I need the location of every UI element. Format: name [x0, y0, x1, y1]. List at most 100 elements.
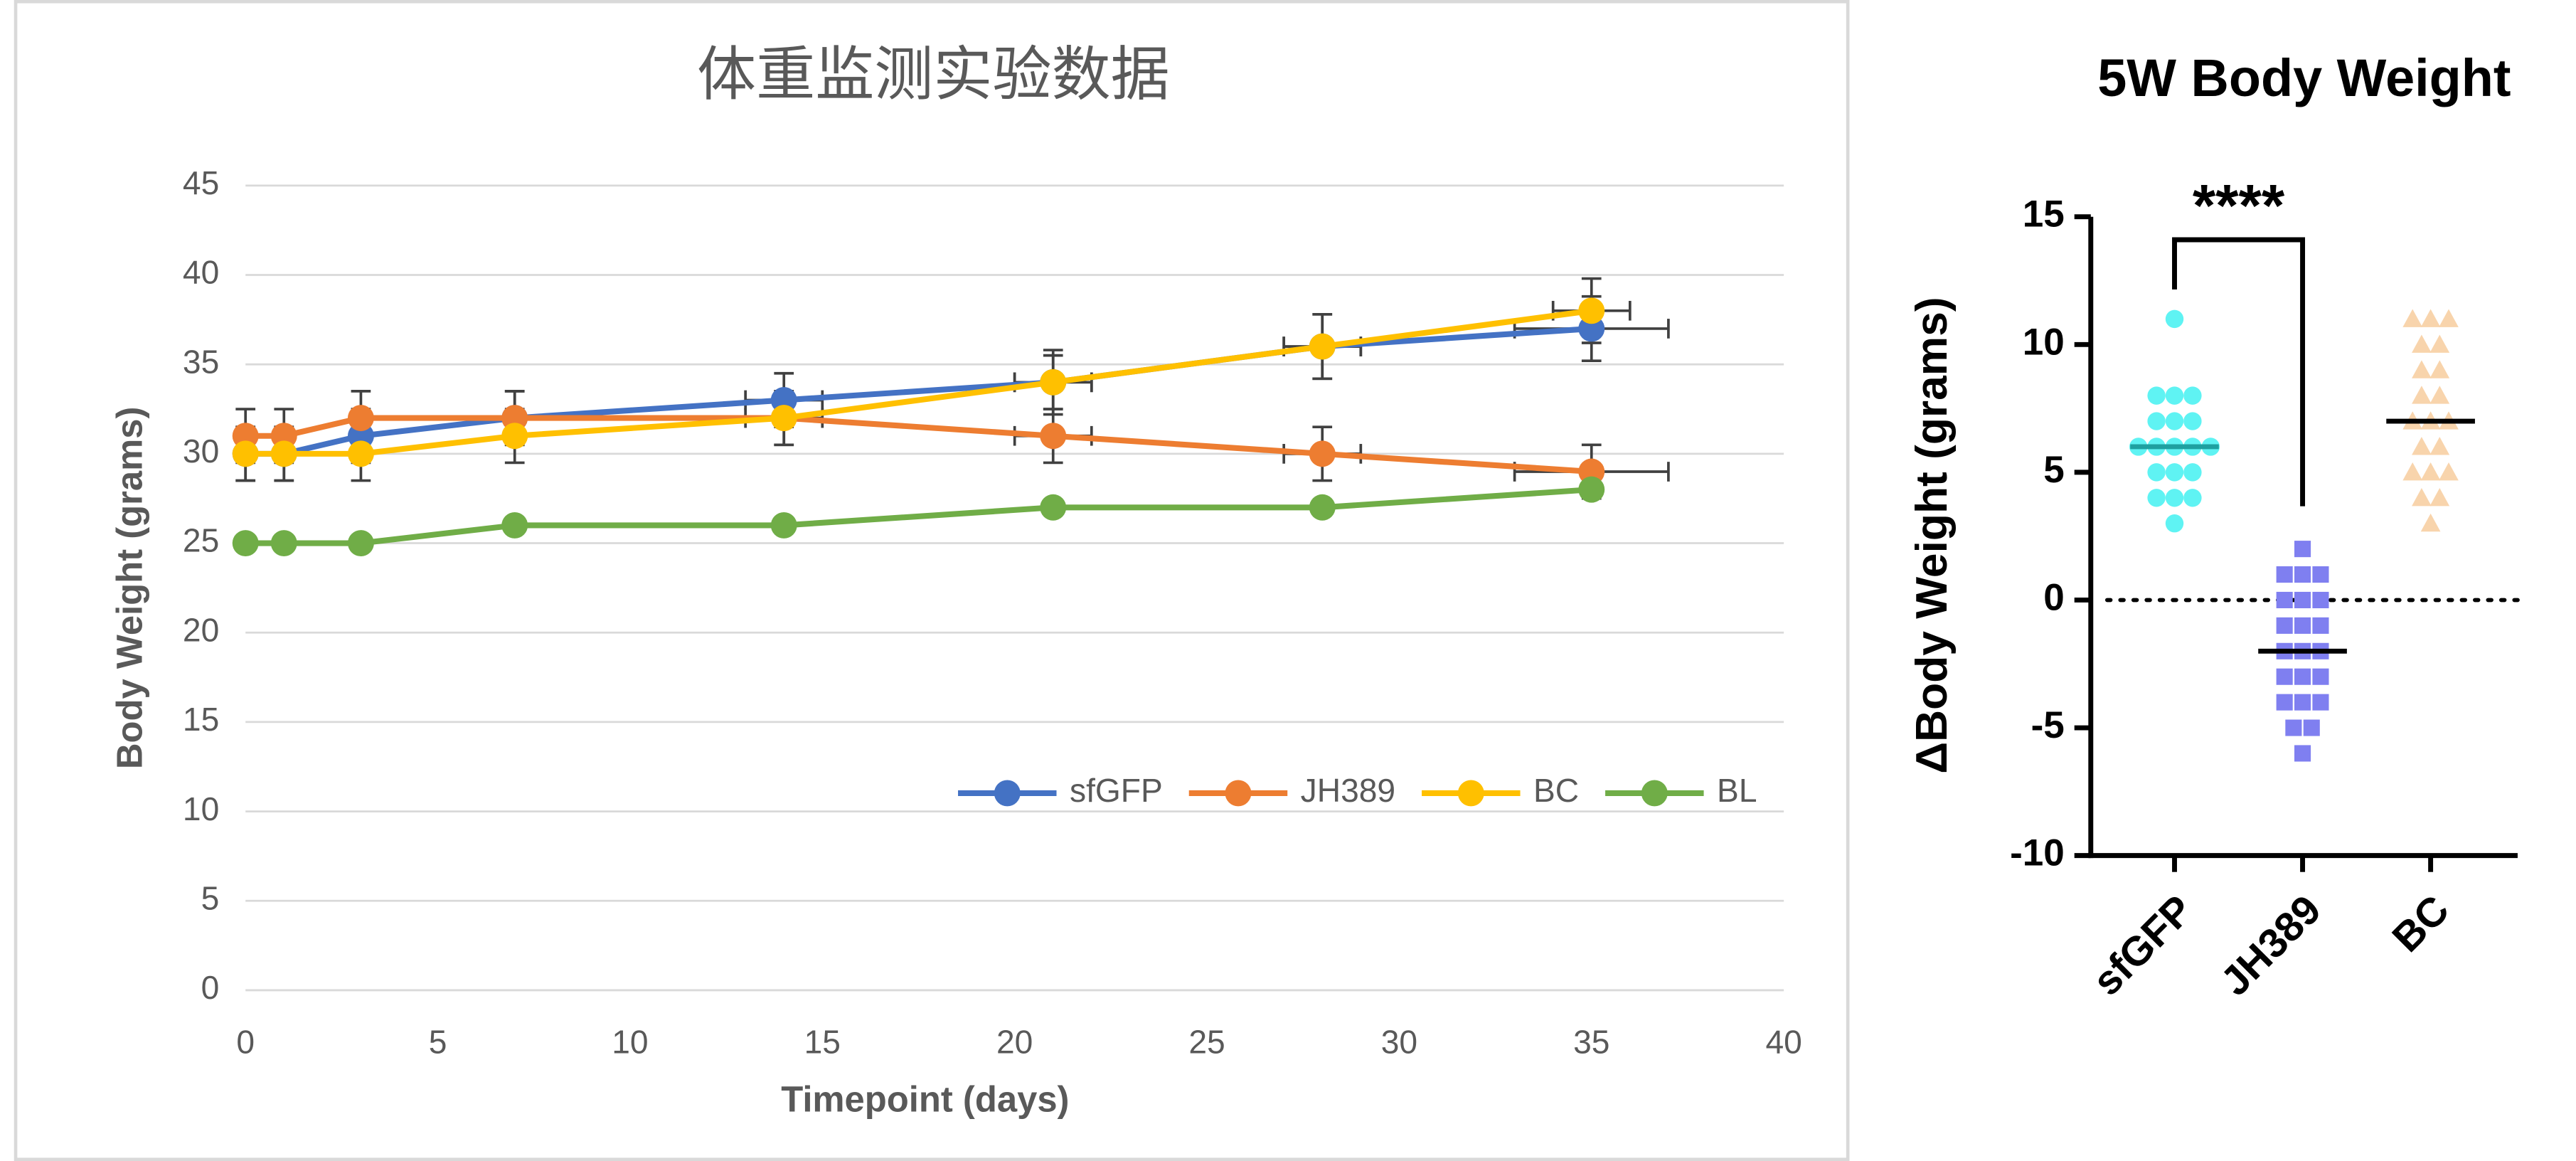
legend-label: sfGFP [1070, 772, 1163, 809]
y-tick-label: 20 [183, 611, 219, 648]
point [1040, 423, 1067, 450]
x-tick-label: JH389 [2213, 887, 2330, 1004]
series-line [245, 415, 1592, 475]
point [2412, 360, 2432, 378]
point [2276, 617, 2293, 634]
point [2294, 566, 2311, 583]
y-tick-label: 0 [201, 969, 220, 1006]
legend-marker [1457, 780, 1484, 807]
point [270, 440, 297, 467]
point [1040, 494, 1067, 521]
point [2429, 437, 2450, 455]
point [2165, 386, 2184, 405]
legend-item: JH389 [1188, 772, 1395, 809]
point [2294, 591, 2311, 609]
point [2312, 591, 2329, 609]
legend-label: JH389 [1301, 772, 1395, 809]
point [2183, 386, 2202, 405]
y-tick-label: 30 [183, 433, 219, 470]
comparison-bracket [2172, 237, 2306, 507]
point [2285, 719, 2302, 736]
point [2165, 309, 2184, 329]
point [2412, 487, 2432, 507]
point [2294, 745, 2311, 762]
point [2147, 463, 2166, 482]
point [2412, 386, 2432, 404]
point [2294, 541, 2311, 558]
x-tick-label: 5 [429, 1023, 447, 1060]
point [1309, 333, 1336, 360]
point [2294, 668, 2311, 685]
chart-title: 5W Body Weight [2097, 48, 2511, 107]
point [2402, 462, 2423, 481]
point [232, 440, 259, 467]
x-tick-label: 15 [804, 1023, 841, 1060]
y-tick-label: 35 [183, 343, 219, 380]
point [1578, 297, 1605, 324]
point [2165, 412, 2184, 430]
y-tick-label: 15 [183, 701, 219, 738]
chart-title: 体重监测实验数据 [697, 41, 1170, 107]
legend-item: BL [1605, 772, 1757, 809]
x-tick-label: 10 [612, 1023, 648, 1060]
y-tick-label: -10 [2010, 832, 2065, 874]
legend-marker [1225, 780, 1252, 807]
point [347, 530, 374, 557]
x-tick-label: 40 [1765, 1023, 1801, 1060]
point [2312, 694, 2329, 711]
point [501, 511, 528, 539]
point [2165, 489, 2184, 507]
point [2165, 463, 2184, 482]
x-tick-label: 30 [1381, 1023, 1417, 1060]
y-tick-label: 25 [183, 522, 219, 559]
x-tick-label: 35 [1573, 1023, 1609, 1060]
point [2183, 412, 2202, 430]
x-tick-label: 25 [1188, 1023, 1225, 1060]
point [2312, 668, 2329, 685]
point [2429, 386, 2450, 404]
y-tick-label: 10 [183, 790, 219, 827]
point [1309, 494, 1336, 521]
point [2439, 309, 2459, 327]
point [2147, 386, 2166, 405]
y-axis-label: Body Weight (grams) [109, 407, 149, 770]
y-tick-label: 0 [2043, 577, 2065, 619]
legend-marker [1641, 780, 1668, 807]
point [2439, 462, 2459, 481]
point [2312, 617, 2329, 634]
point [270, 530, 297, 557]
x-tick-label: 20 [996, 1023, 1033, 1060]
point [2147, 489, 2166, 507]
point [2429, 360, 2450, 378]
point [1040, 369, 1067, 396]
point [2147, 412, 2166, 430]
point [1578, 476, 1605, 503]
point [2303, 719, 2320, 736]
point [347, 440, 374, 467]
point [232, 530, 259, 557]
y-tick-label: 45 [183, 164, 219, 201]
point [770, 405, 797, 432]
point [2412, 334, 2432, 353]
x-tick-label: sfGFP [2085, 887, 2202, 1004]
y-tick-label: 15 [2023, 194, 2065, 235]
comparison-label: **** [2193, 172, 2285, 238]
x-tick-label: BC [2384, 887, 2458, 961]
legend-item: BC [1422, 772, 1579, 809]
legend-label: BC [1533, 772, 1579, 809]
point [2420, 462, 2441, 481]
point [2276, 566, 2293, 583]
point [1309, 440, 1336, 467]
point [2276, 694, 2293, 711]
x-tick-label: 0 [236, 1023, 255, 1060]
y-tick-label: -5 [2031, 704, 2065, 746]
left-panel-frame [14, 0, 1850, 1161]
x-axis-label: Timepoint (days) [781, 1078, 1069, 1119]
point [2276, 668, 2293, 685]
legend-label: BL [1717, 772, 1757, 809]
point [2420, 309, 2441, 327]
point [2312, 566, 2329, 583]
point [2294, 617, 2311, 634]
point [2276, 591, 2293, 609]
